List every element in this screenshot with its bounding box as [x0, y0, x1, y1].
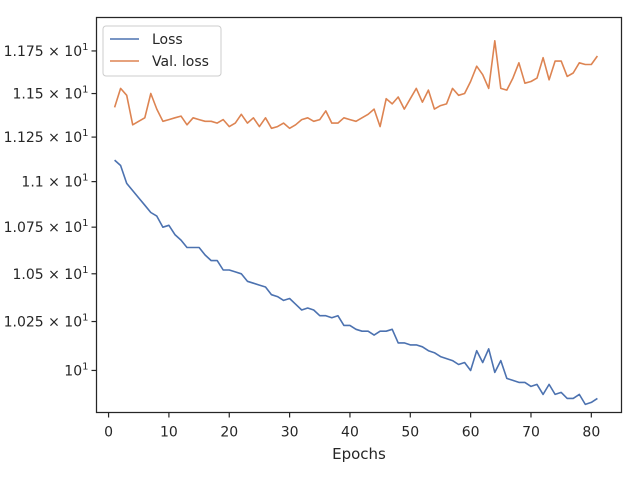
y-tick-label: 1.075 × 101 [4, 218, 89, 236]
y-axis-ticks: 101 1.025 × 101 1.05 × 101 1.075 × 101 1.1 ×… [4, 42, 97, 379]
y-tick-label: 1.125 × 101 [4, 128, 89, 146]
x-tick-label: 50 [401, 425, 419, 441]
x-axis-ticks: 0 10 20 30 40 50 60 70 80 [104, 412, 600, 441]
plot-lines [113, 39, 599, 406]
series-line-val-loss [113, 39, 599, 130]
y-tick-label: 1.15 × 101 [13, 85, 89, 103]
x-tick-label: 30 [281, 425, 299, 441]
y-tick-label: 101 [64, 361, 88, 379]
x-tick-label: 60 [462, 425, 480, 441]
x-tick-label: 0 [104, 425, 113, 441]
legend-label-val-loss: Val. loss [152, 54, 209, 70]
y-tick-label: 1.05 × 101 [13, 265, 89, 283]
x-tick-label: 10 [160, 425, 178, 441]
legend: Loss Val. loss [102, 25, 222, 77]
plot-frame [95, 16, 623, 414]
x-tick-label: 80 [582, 425, 600, 441]
series-line-loss [114, 159, 598, 406]
y-tick-label: 1.1 × 101 [21, 173, 88, 191]
x-tick-label: 70 [522, 425, 540, 441]
legend-label-loss: Loss [152, 32, 183, 48]
x-tick-label: 20 [220, 425, 238, 441]
y-tick-label: 1.025 × 101 [4, 313, 89, 331]
x-tick-label: 40 [341, 425, 359, 441]
x-axis-label: Epochs [332, 445, 386, 463]
y-tick-label: 1.175 × 101 [4, 42, 89, 60]
